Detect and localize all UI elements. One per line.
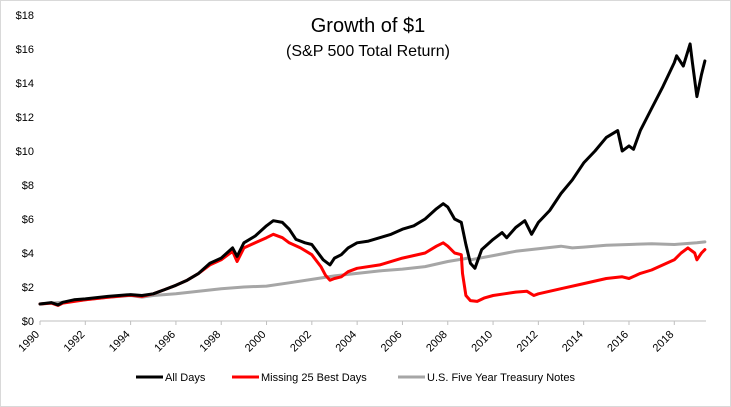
- y-axis: $0 $2 $4 $6 $8 $10 $12 $14 $16 $18: [16, 10, 34, 328]
- y-tick-label: $4: [22, 248, 34, 260]
- legend: All Days Missing 25 Best Days U.S. Five Ye…: [136, 372, 575, 384]
- chart-title: Growth of $1: [311, 15, 426, 37]
- chart-subtitle: (S&P 500 Total Return): [286, 43, 450, 60]
- y-tick-label: $18: [16, 10, 34, 22]
- legend-label-0: All Days: [165, 372, 206, 384]
- series-line-0: [38, 42, 707, 307]
- y-tick-label: $16: [16, 44, 34, 56]
- y-tick-label: $8: [22, 180, 34, 192]
- y-tick-label: $2: [22, 282, 34, 294]
- y-tick-label: $6: [22, 214, 34, 226]
- legend-label-1: Missing 25 Best Days: [261, 372, 367, 384]
- legend-label-2: U.S. Five Year Treasury Notes: [427, 372, 575, 384]
- y-tick-label: $0: [22, 316, 34, 328]
- y-tick-label: $12: [16, 112, 34, 124]
- series-layer: [38, 42, 707, 307]
- y-tick-label: $10: [16, 146, 34, 158]
- y-tick-label: $14: [16, 78, 34, 90]
